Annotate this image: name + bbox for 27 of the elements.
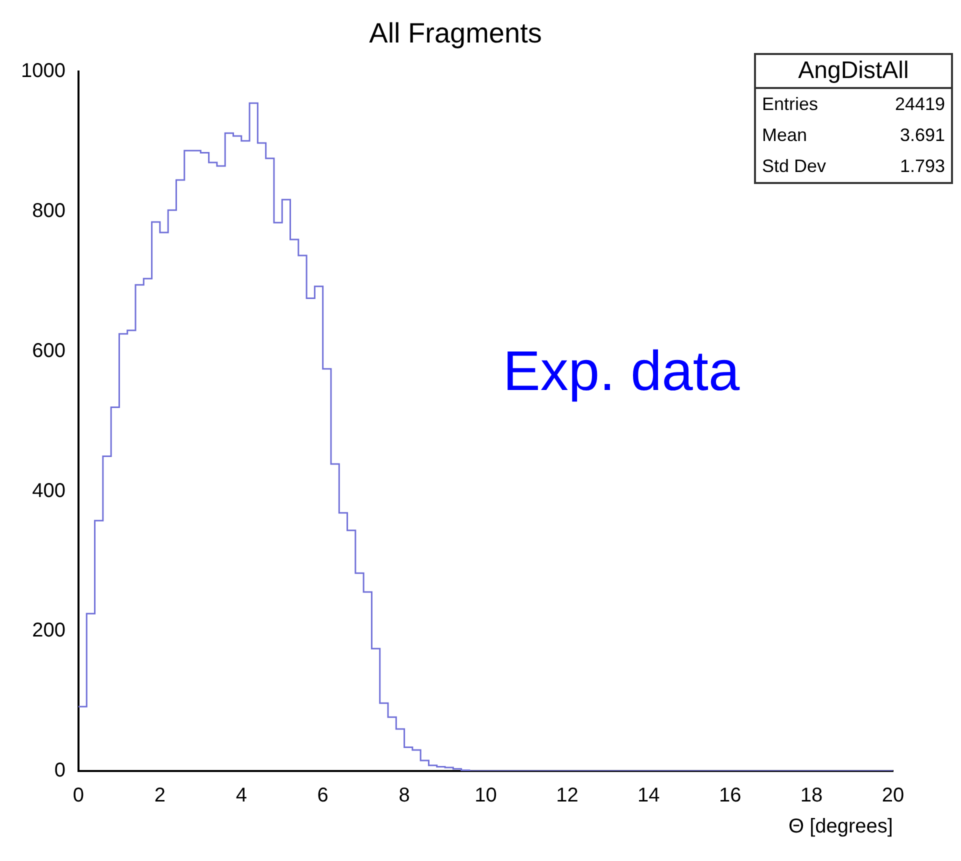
y-tick-label: 1000 [20,60,66,82]
y-tick-label: 600 [32,340,66,362]
x-tick-label: 6 [317,784,328,807]
x-tick-label: 2 [154,784,166,807]
x-tick-label: 12 [556,784,578,807]
text: 1.793 [900,156,945,177]
annotation: Mean [762,125,808,146]
text: 24419 [894,94,945,115]
x-tick-label: 18 [800,784,823,807]
x-tick-label: 16 [718,784,742,807]
y-tick-label: 200 [32,620,66,642]
y-tick-label: 400 [32,480,66,502]
annotation: Std Dev [762,156,826,177]
x-axis-title: Θ [degrees] [788,816,893,838]
x-tick-label: 8 [398,784,410,807]
y-tick-label: 0 [54,760,66,782]
annotation: AngDistAll [756,55,951,89]
x-tick-label: 4 [236,784,247,807]
y-tick-label: 800 [32,200,66,222]
chart-title: All Fragments [369,18,542,49]
annotation: Entries [762,94,818,115]
text: 3.691 [900,125,945,146]
x-tick-label: 0 [72,784,84,807]
x-tick-label: 14 [638,784,660,807]
x-tick-label: 10 [474,784,497,807]
x-tick-label: 20 [882,784,904,807]
annotation: Exp. data [503,338,740,403]
